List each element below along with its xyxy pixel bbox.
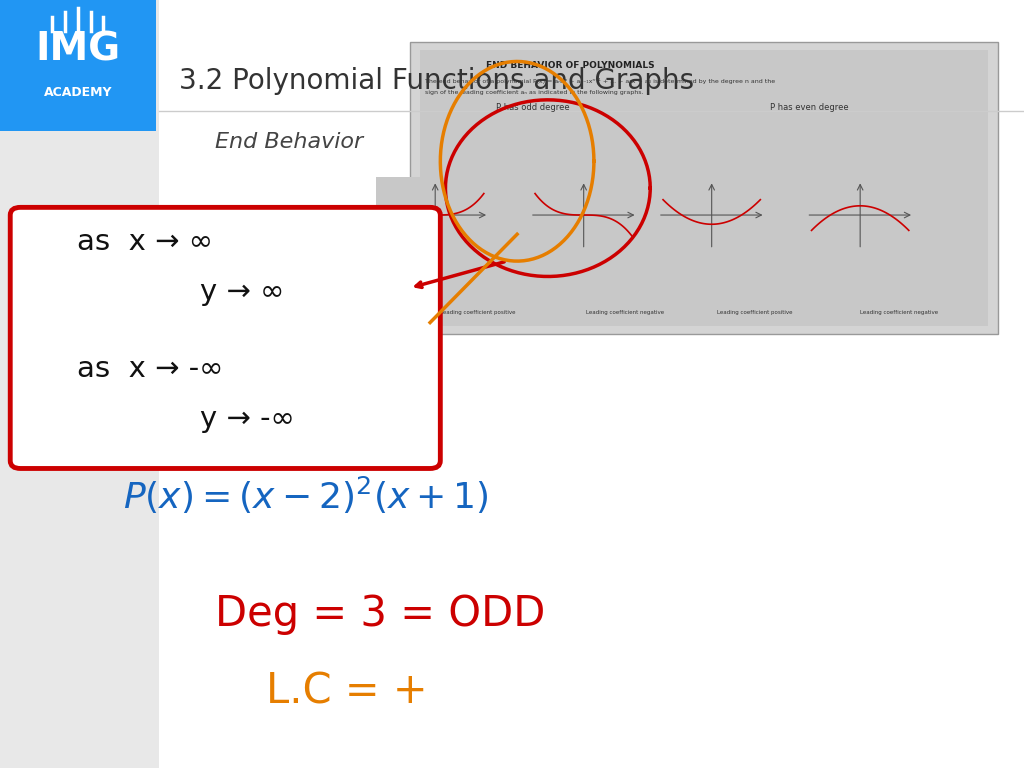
Text: as  x → ∞: as x → ∞ (77, 228, 213, 256)
Text: Leading coefficient positive: Leading coefficient positive (717, 310, 793, 315)
Text: y → -∞: y → -∞ (200, 405, 295, 432)
Text: P has even degree: P has even degree (770, 103, 848, 112)
Bar (653, 177, 770, 253)
Text: Deg = 3 = ODD: Deg = 3 = ODD (215, 594, 546, 635)
Text: The end behavior of a polynomial P(x) = aₙxⁿ + aₙ₋₁xⁿ⁻¹ + ... + a₁x + a₀ is dete: The end behavior of a polynomial P(x) = … (425, 78, 775, 84)
Text: y → ∞: y → ∞ (200, 278, 284, 306)
Text: ACADEMY: ACADEMY (44, 86, 112, 98)
FancyBboxPatch shape (10, 207, 440, 468)
Text: IMG: IMG (35, 31, 121, 69)
Bar (524, 177, 643, 253)
Text: Leading coefficient positive: Leading coefficient positive (440, 310, 516, 315)
Text: sign of the leading coefficient aₙ as indicated in the following graphs.: sign of the leading coefficient aₙ as in… (425, 90, 643, 94)
Bar (410, 42, 998, 334)
Text: Leading coefficient negative: Leading coefficient negative (860, 310, 938, 315)
Text: as  x → -∞: as x → -∞ (77, 355, 223, 382)
Bar (420, 50, 988, 326)
Text: P has odd degree: P has odd degree (496, 103, 569, 112)
Text: L.C = +: L.C = + (266, 670, 428, 712)
Text: $P(x) = (x-2)^2(x+1)$: $P(x) = (x-2)^2(x+1)$ (123, 475, 488, 516)
Text: 3.2 Polynomial Functions and Graphs: 3.2 Polynomial Functions and Graphs (179, 67, 694, 94)
Bar (0, 0, 156, 131)
Text: Leading coefficient negative: Leading coefficient negative (586, 310, 664, 315)
Text: End Behavior: End Behavior (215, 132, 364, 152)
Bar (377, 177, 494, 253)
Text: END BEHAVIOR OF POLYNOMIALS: END BEHAVIOR OF POLYNOMIALS (486, 61, 655, 70)
Bar (801, 177, 920, 253)
FancyBboxPatch shape (159, 0, 1019, 768)
Bar (159, 0, 1024, 768)
